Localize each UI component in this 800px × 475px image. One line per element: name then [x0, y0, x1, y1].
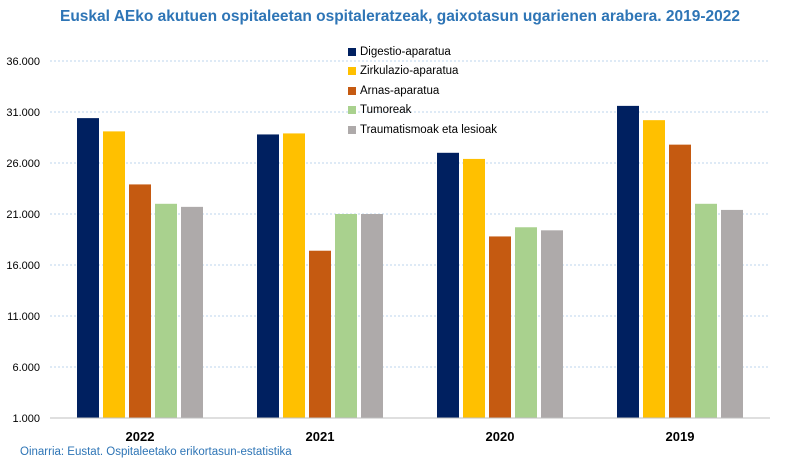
- bars: [77, 105, 743, 419]
- x-category-label: 2021: [306, 429, 335, 444]
- bar-2019-digestio-aparatua: [617, 105, 639, 418]
- legend-swatch: [348, 125, 356, 134]
- legend-label: Traumatismoak eta lesioak: [360, 123, 497, 136]
- bar-2020-zirkulazio-aparatua: [463, 158, 485, 419]
- legend-item: Arnas-aparatua: [348, 81, 497, 101]
- bar-2022-zirkulazio-aparatua: [103, 131, 125, 418]
- legend-swatch: [348, 106, 356, 115]
- bar-2019-traumatismoak-eta-lesioak: [721, 209, 743, 418]
- source-note: Oinarria: Eustat. Ospitaleetako erikorta…: [20, 446, 292, 458]
- y-tick-label: 11.000: [7, 311, 40, 323]
- legend-label: Zirkulazio-aparatua: [360, 65, 459, 78]
- bar-2021-tumoreak: [335, 214, 357, 418]
- bar-2021-traumatismoak-eta-lesioak: [361, 214, 383, 418]
- y-tick-label: 36.000: [6, 56, 40, 68]
- y-tick-label: 1.000: [12, 413, 40, 425]
- bar-2022-tumoreak: [155, 203, 177, 418]
- y-tick-label: 31.000: [6, 107, 40, 119]
- y-tick-label: 21.000: [6, 209, 40, 221]
- legend-swatch: [348, 86, 356, 95]
- bar-2019-zirkulazio-aparatua: [643, 120, 665, 418]
- bar-2020-digestio-aparatua: [437, 152, 459, 419]
- x-category-label: 2019: [666, 429, 695, 444]
- legend-item: Zirkulazio-aparatua: [348, 62, 497, 82]
- y-tick-label: 26.000: [6, 158, 40, 170]
- x-category-label: 2020: [486, 429, 515, 444]
- bar-2022-traumatismoak-eta-lesioak: [181, 206, 203, 418]
- y-tick-label: 6.000: [12, 362, 40, 374]
- legend-label: Tumoreak: [360, 104, 412, 117]
- bar-2020-tumoreak: [515, 227, 537, 418]
- bar-2022-digestio-aparatua: [77, 118, 99, 419]
- x-axis-categories: 2022 2021 2020 2019: [126, 429, 695, 444]
- legend-item: Tumoreak: [348, 101, 497, 121]
- bar-2021-arnas-aparatua: [309, 250, 331, 418]
- bar-2021-digestio-aparatua: [257, 134, 279, 418]
- y-axis-ticks: 1.000 6.000 11.000 16.000 21.000 26.000 31.000…: [6, 56, 40, 425]
- legend-label: Digestio-aparatua: [360, 45, 451, 58]
- bar-2022-arnas-aparatua: [129, 184, 151, 418]
- bar-2020-traumatismoak-eta-lesioak: [541, 230, 563, 418]
- bar-2021-zirkulazio-aparatua: [283, 133, 305, 419]
- legend-swatch: [348, 67, 356, 76]
- y-tick-label: 16.000: [6, 260, 40, 272]
- bar-2019-tumoreak: [695, 203, 717, 418]
- bar-2020-arnas-aparatua: [489, 236, 511, 418]
- bar-2019-arnas-aparatua: [669, 144, 691, 418]
- chart-title: Euskal AEko akutuen ospitaleetan ospital…: [60, 8, 740, 25]
- legend-label: Arnas-aparatua: [360, 84, 440, 97]
- legend-item: Traumatismoak eta lesioak: [348, 120, 497, 140]
- x-category-label: 2022: [126, 429, 155, 444]
- legend: Digestio-aparatua Zirkulazio-aparatua Arna…: [348, 42, 497, 140]
- legend-item: Digestio-aparatua: [348, 42, 497, 62]
- legend-swatch: [348, 47, 356, 56]
